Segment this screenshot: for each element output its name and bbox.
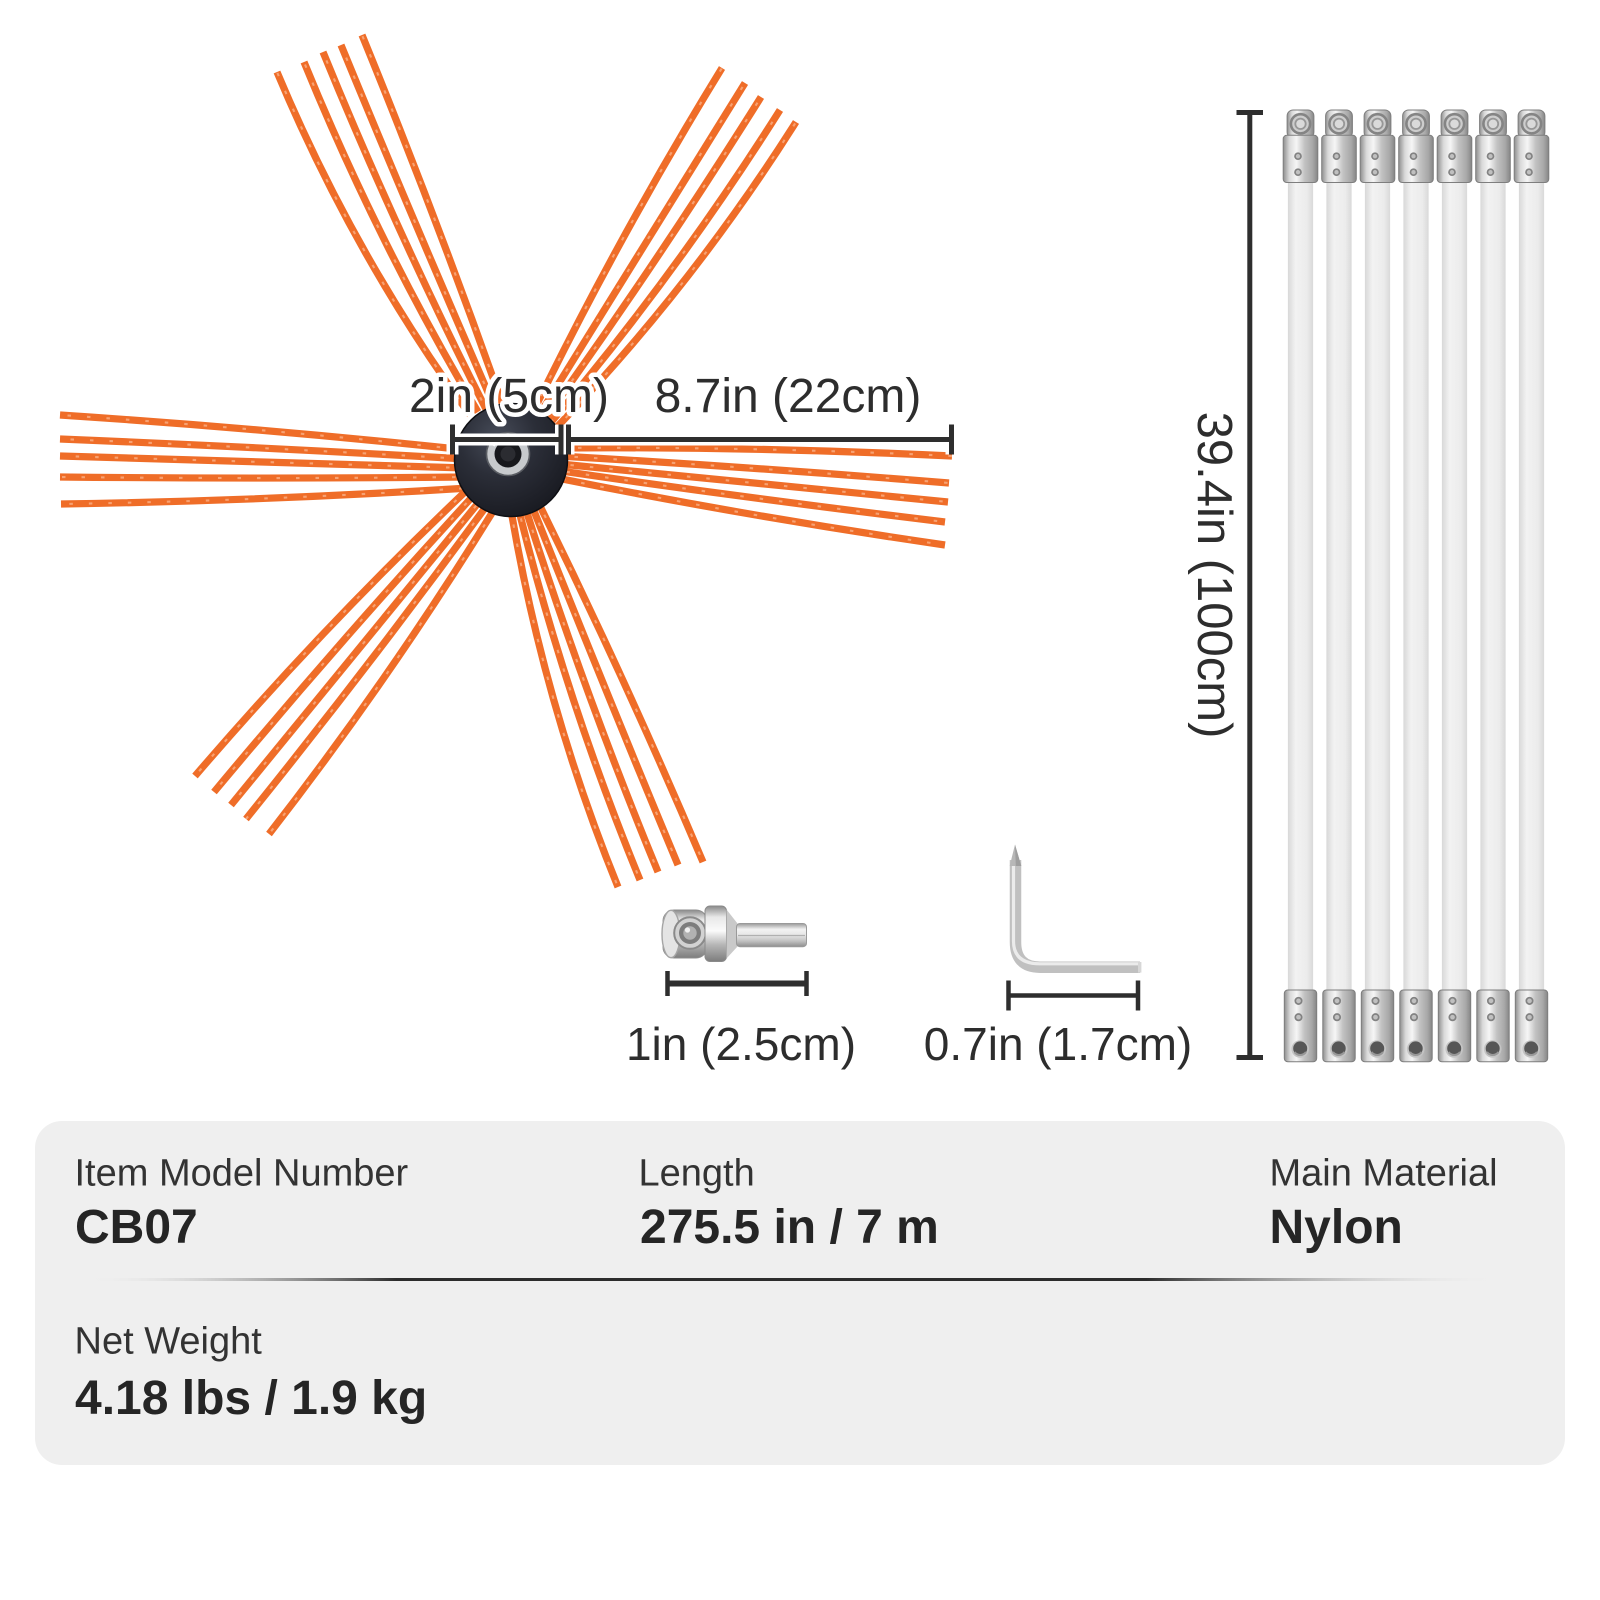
svg-text:Main Material: Main Material [1270,1153,1498,1195]
svg-text:4.18 lbs / 1.9 kg: 4.18 lbs / 1.9 kg [75,1372,427,1425]
svg-text:2in (5cm): 2in (5cm) [409,370,609,423]
svg-text:8.7in (22cm): 8.7in (22cm) [655,370,922,423]
svg-text:275.5 in / 7 m: 275.5 in / 7 m [640,1201,939,1254]
svg-text:Nylon: Nylon [1270,1201,1403,1254]
svg-text:39.4in (100cm): 39.4in (100cm) [1187,412,1241,739]
svg-text:CB07: CB07 [75,1201,198,1254]
svg-text:0.7in (1.7cm): 0.7in (1.7cm) [924,1018,1192,1070]
svg-text:1in (2.5cm): 1in (2.5cm) [626,1018,856,1070]
svg-text:Net Weight: Net Weight [75,1321,263,1363]
svg-text:Length: Length [639,1153,755,1195]
svg-text:Item Model Number: Item Model Number [75,1153,409,1195]
